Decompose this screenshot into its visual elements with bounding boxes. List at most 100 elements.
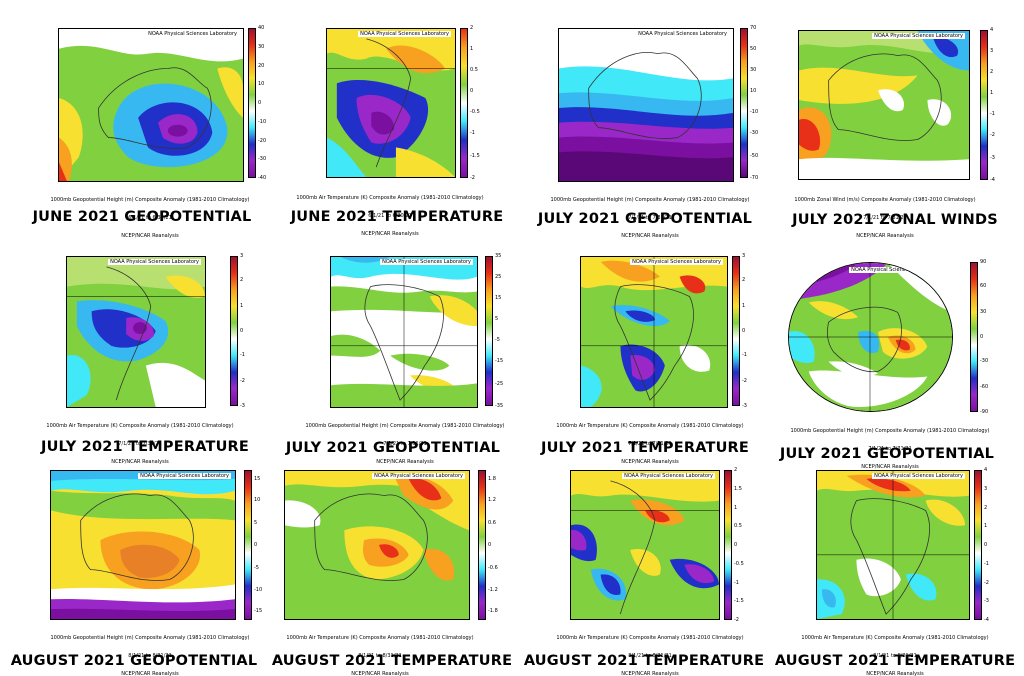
lab-credit: NOAA Physical Sciences Laboratory <box>358 31 451 37</box>
panel-2: NOAA Physical Sciences Laboratory 2 1 0.… <box>290 22 530 237</box>
panel-title: JULY 2021 ZONAL WINDS <box>792 212 998 228</box>
cbar-tick: -1 <box>734 579 739 586</box>
caption-reanalysis: NCEP/NCAR Reanalysis <box>621 459 679 465</box>
cbar-tick: -4 <box>984 617 989 623</box>
cbar-tick: -1 <box>984 560 989 567</box>
cbar-tick: 0 <box>254 542 258 548</box>
cbar-tick: -3 <box>240 403 245 409</box>
panel-4: NOAA Physical Sciences Laboratory 4 3 2 … <box>770 22 1020 239</box>
map-globe-july-geopotential: NOAA Physical Sciences Laboratory <box>788 262 953 412</box>
caption-variable: 1000mb Air Temperature (K) Composite Ano… <box>556 423 744 429</box>
colorbar <box>732 256 740 406</box>
cbar-tick: 2 <box>470 25 474 31</box>
map-australia-august-geopotential: NOAA Physical Sciences Laboratory <box>50 470 236 620</box>
map-caption: 1000mb Air Temperature (K) Composite Ano… <box>290 183 490 249</box>
lab-credit: NOAA Physical Sciences Laboratory <box>630 259 723 265</box>
contour-map <box>571 471 719 619</box>
map-caption: 1000mb Air Temperature (K) Composite Ano… <box>540 411 760 477</box>
contour-map <box>559 29 733 181</box>
map-caption: 1000mb Geopotential Height (m) Composite… <box>530 185 770 251</box>
map-southamerica-july-temperature: NOAA Physical Sciences Laboratory <box>66 256 206 408</box>
caption-dates: 8/1/21 to 8/31/21 <box>873 653 917 659</box>
map-australia-july-geopotential: NOAA Physical Sciences Laboratory <box>558 28 734 182</box>
caption-variable: 1000mb Geopotential Height (m) Composite… <box>305 423 505 429</box>
contour-map <box>59 29 243 181</box>
cbar-tick: 2 <box>734 467 738 473</box>
panel-title: JUNE 2021 TEMPERATURE <box>290 209 504 225</box>
contour-map <box>285 471 469 619</box>
map-caption: 1000mb Air Temperature (K) Composite Ano… <box>540 623 760 676</box>
caption-variable: 1000mb Zonal Wind (m/s) Composite Anomal… <box>794 197 976 203</box>
colorbar <box>478 470 486 620</box>
caption-dates: 8/1/21 to 8/31/21 <box>128 653 172 659</box>
cbar-tick: 0.6 <box>488 519 496 526</box>
caption-dates: 7/1/21 to 7/31/21 <box>863 215 907 221</box>
map-caption: 1000mb Air Temperature (K) Composite Ano… <box>780 623 1010 676</box>
cbar-tick: -25 <box>495 380 504 387</box>
panel-9: NOAA Physical Sciences Laboratory 15 10 … <box>30 466 270 676</box>
cbar-tick: 1 <box>734 504 738 511</box>
cbar-tick: 0.5 <box>470 67 478 73</box>
caption-reanalysis: NCEP/NCAR Reanalysis <box>376 459 434 465</box>
cbar-tick: -2 <box>984 579 989 586</box>
cbar-tick: 30 <box>750 67 757 73</box>
map-africa-july-geopotential: NOAA Physical Sciences Laboratory <box>330 256 478 408</box>
lab-credit: NOAA Physical Sciences Laboratory <box>849 267 942 273</box>
lab-credit: NOAA Physical Sciences Laboratory <box>372 473 465 479</box>
cbar-tick: -50 <box>750 152 759 159</box>
cbar-tick: -15 <box>495 358 504 364</box>
map-caption: 1000mb Air Temperature (K) Composite Ano… <box>30 411 250 477</box>
cbar-tick: -0.6 <box>488 564 498 571</box>
cbar-tick: 15 <box>254 476 261 482</box>
caption-variable: 1000mb Geopotential Height (m) Composite… <box>50 197 250 203</box>
caption-variable: 1000mb Air Temperature (K) Composite Ano… <box>801 635 989 641</box>
map-caption: 1000mb Geopotential Height (m) Composite… <box>780 416 1000 482</box>
cbar-tick: 60 <box>980 283 987 289</box>
colorbar <box>248 28 256 178</box>
caption-reanalysis: NCEP/NCAR Reanalysis <box>866 671 924 676</box>
colorbar <box>460 28 468 178</box>
cbar-tick: -15 <box>254 608 263 614</box>
cbar-tick: -30 <box>750 130 759 136</box>
panel-8: NOAA Physical Sciences Laboratory 90 60 … <box>780 248 1020 470</box>
lab-credit: NOAA Physical Sciences Laboratory <box>872 33 965 39</box>
cbar-tick: 2 <box>990 69 994 75</box>
caption-reanalysis: NCEP/NCAR Reanalysis <box>121 671 179 676</box>
cbar-tick: -5 <box>254 564 259 571</box>
panel-3: NOAA Physical Sciences Laboratory 70 50 … <box>530 22 770 239</box>
panel-title: JULY 2021 GEOPOTENTIAL <box>285 440 501 456</box>
panel-title: JULY 2021 TEMPERATURE <box>540 440 750 456</box>
panel-11: NOAA Physical Sciences Laboratory 2 1.5 … <box>530 466 770 676</box>
cbar-tick: -2 <box>734 617 739 623</box>
caption-variable: 1000mb Air Temperature (K) Composite Ano… <box>296 195 484 201</box>
cbar-tick: -20 <box>258 137 267 144</box>
caption-reanalysis: NCEP/NCAR Reanalysis <box>856 233 914 239</box>
contour-map <box>581 257 727 407</box>
map-caption: 1000mb Air Temperature (K) Composite Ano… <box>270 623 490 676</box>
cbar-tick: -1 <box>990 111 995 117</box>
cbar-tick: -10 <box>254 587 263 593</box>
panel-5: NOAA Physical Sciences Laboratory 3 2 1 … <box>30 248 270 465</box>
cbar-tick: 90 <box>980 259 987 265</box>
cbar-tick: 1 <box>990 90 994 96</box>
cbar-tick: -1 <box>240 352 245 358</box>
caption-dates: 7/1/21 to 7/31/21 <box>383 441 427 447</box>
contour-map <box>817 471 969 619</box>
cbar-tick: 0 <box>488 542 492 548</box>
cbar-tick: 3 <box>240 253 244 259</box>
map-australia-july-zonal-winds: NOAA Physical Sciences Laboratory <box>798 30 970 180</box>
caption-variable: 1000mb Air Temperature (K) Composite Ano… <box>286 635 474 641</box>
cbar-tick: 4 <box>984 467 988 473</box>
cbar-tick: 35 <box>495 253 502 259</box>
cbar-tick: -2 <box>240 377 245 384</box>
contour-map <box>67 257 205 407</box>
cbar-tick: -10 <box>258 118 267 125</box>
lab-credit: NOAA Physical Sciences Laboratory <box>872 473 965 479</box>
cbar-tick: 20 <box>258 62 265 69</box>
cbar-tick: 3 <box>984 485 988 492</box>
cbar-tick: 3 <box>742 253 746 259</box>
cbar-tick: -0.5 <box>470 109 480 115</box>
cbar-tick: -3 <box>984 598 989 605</box>
cbar-tick: 1.2 <box>488 497 496 503</box>
cbar-tick: 10 <box>750 88 757 94</box>
